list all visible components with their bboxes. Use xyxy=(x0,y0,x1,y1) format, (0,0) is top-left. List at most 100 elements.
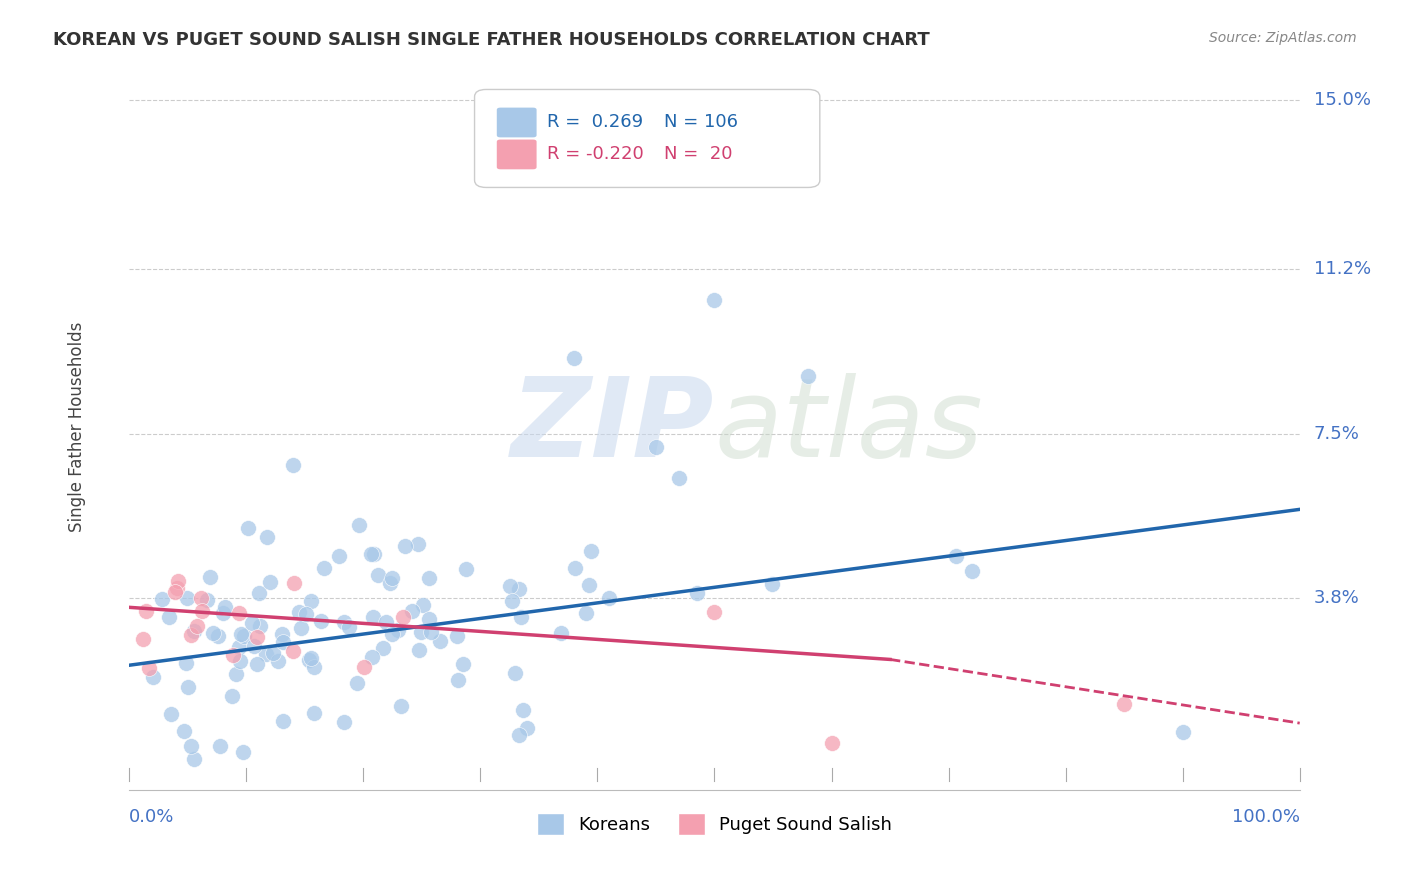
Point xyxy=(263,646,285,660)
Point xyxy=(173,724,195,739)
Point xyxy=(195,593,218,607)
Point xyxy=(361,610,384,624)
Point xyxy=(503,665,526,680)
Point xyxy=(703,293,725,307)
Point xyxy=(381,627,404,641)
Point xyxy=(208,739,231,753)
Point xyxy=(562,351,585,365)
Point xyxy=(246,657,269,671)
Text: R = -0.220: R = -0.220 xyxy=(547,145,644,163)
Point xyxy=(157,610,180,624)
Point xyxy=(328,549,350,564)
FancyBboxPatch shape xyxy=(496,108,537,137)
Point xyxy=(394,539,416,553)
Point xyxy=(451,657,474,672)
Point xyxy=(508,582,530,596)
Point xyxy=(298,652,321,666)
Point xyxy=(281,458,304,472)
Point xyxy=(409,625,432,640)
Point xyxy=(512,702,534,716)
Point xyxy=(207,629,229,643)
Point xyxy=(361,649,384,664)
Point xyxy=(232,745,254,759)
Text: Source: ZipAtlas.com: Source: ZipAtlas.com xyxy=(1209,31,1357,45)
Point xyxy=(131,632,153,646)
Point xyxy=(176,656,198,670)
Point xyxy=(167,574,190,588)
Legend: Koreans, Puget Sound Salish: Koreans, Puget Sound Salish xyxy=(537,814,891,835)
Point xyxy=(598,591,620,606)
Point xyxy=(166,581,188,595)
FancyBboxPatch shape xyxy=(475,89,820,187)
Point xyxy=(309,615,332,629)
Point xyxy=(180,628,202,642)
Point xyxy=(347,517,370,532)
Point xyxy=(962,564,984,578)
Point xyxy=(797,368,820,383)
Point xyxy=(381,571,404,585)
Text: 11.2%: 11.2% xyxy=(1313,260,1371,278)
Point xyxy=(575,606,598,620)
Text: N = 106: N = 106 xyxy=(664,113,738,131)
Point xyxy=(516,721,538,735)
Point xyxy=(240,615,263,630)
Point xyxy=(299,594,322,608)
FancyBboxPatch shape xyxy=(496,139,537,169)
Point xyxy=(1114,697,1136,711)
Text: 100.0%: 100.0% xyxy=(1232,808,1299,826)
Point xyxy=(287,605,309,619)
Point xyxy=(454,561,477,575)
Point xyxy=(302,659,325,673)
Point xyxy=(429,633,451,648)
Point xyxy=(177,680,200,694)
Point xyxy=(389,699,412,714)
Text: 3.8%: 3.8% xyxy=(1313,590,1360,607)
Point xyxy=(371,640,394,655)
Point xyxy=(360,547,382,561)
Point xyxy=(333,615,356,629)
Point xyxy=(238,521,260,535)
Point xyxy=(150,592,173,607)
Point xyxy=(214,599,236,614)
Point xyxy=(228,640,250,654)
Text: ZIP: ZIP xyxy=(510,374,714,481)
Point xyxy=(419,625,441,640)
Point xyxy=(418,612,440,626)
Point xyxy=(283,575,305,590)
Point xyxy=(165,584,187,599)
Point xyxy=(254,647,277,661)
Point xyxy=(333,715,356,730)
Point xyxy=(312,561,335,575)
Point xyxy=(302,706,325,720)
Point xyxy=(183,624,205,639)
Point xyxy=(508,728,530,742)
Point xyxy=(412,598,434,612)
Point xyxy=(256,531,278,545)
Point xyxy=(243,640,266,654)
Point xyxy=(202,625,225,640)
Point xyxy=(387,623,409,637)
Text: Single Father Households: Single Father Households xyxy=(67,322,86,533)
Point xyxy=(159,707,181,722)
Point xyxy=(501,594,523,608)
Point xyxy=(353,659,375,673)
Point xyxy=(290,621,312,635)
Point xyxy=(578,577,600,591)
Point xyxy=(186,618,208,632)
Text: KOREAN VS PUGET SOUND SALISH SINGLE FATHER HOUSEHOLDS CORRELATION CHART: KOREAN VS PUGET SOUND SALISH SINGLE FATH… xyxy=(53,31,931,49)
Point xyxy=(510,610,533,624)
Point xyxy=(138,661,160,675)
Point xyxy=(299,651,322,665)
Point xyxy=(180,739,202,753)
Point xyxy=(337,620,360,634)
Point xyxy=(249,619,271,633)
Point xyxy=(392,610,415,624)
Text: atlas: atlas xyxy=(714,374,983,481)
Point xyxy=(374,615,396,629)
Point xyxy=(499,579,522,593)
Text: R =  0.269: R = 0.269 xyxy=(547,113,643,131)
Point xyxy=(408,642,430,657)
Point xyxy=(686,585,709,599)
Point xyxy=(247,586,270,600)
Point xyxy=(550,626,572,640)
